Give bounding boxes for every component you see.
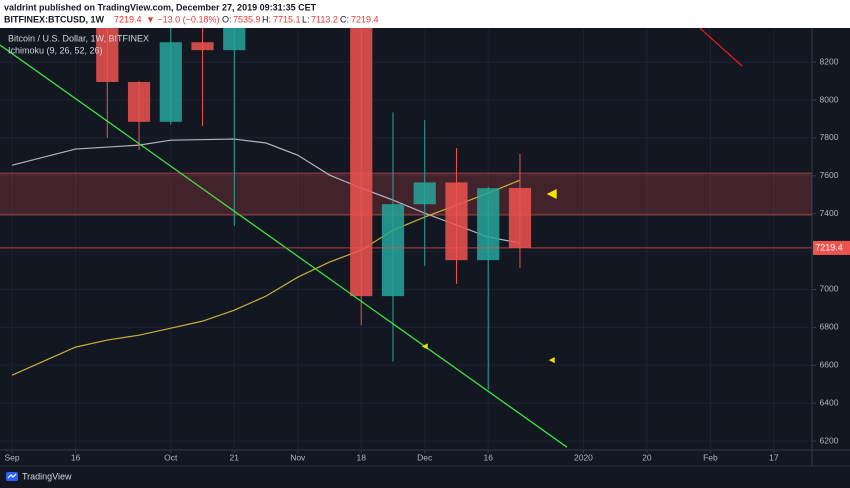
low-value: 7113.2 <box>311 14 338 24</box>
zone <box>0 173 812 216</box>
candle-body <box>159 42 182 122</box>
x-tick-label: 2020 <box>574 452 593 462</box>
y-tick-label: 8200 <box>820 56 839 66</box>
close-value: 7219.4 <box>351 14 379 24</box>
y-tick-label: 7400 <box>820 208 839 218</box>
y-tick-label: 7600 <box>820 170 839 180</box>
y-tick-label: 6200 <box>820 435 839 445</box>
candle-body <box>191 42 214 51</box>
candle-body <box>127 82 151 122</box>
indicator-line <box>11 179 521 376</box>
tv-logo <box>6 472 18 481</box>
change: ▼ −13.0 (−0.18%) <box>146 14 219 24</box>
high-value: 7715.1 <box>273 14 301 24</box>
last-price: 7219.4 <box>114 14 142 24</box>
header-bar <box>0 0 850 28</box>
trendline <box>699 28 743 67</box>
marker <box>421 343 428 350</box>
y-tick-label: 6600 <box>820 360 839 370</box>
price-label-box <box>813 240 850 255</box>
footer-brand: TradingView <box>22 471 72 481</box>
symbol: BITFINEX:BTCUSD, 1W <box>4 14 105 24</box>
x-tick-label: 17 <box>769 452 779 462</box>
y-tick-label: 6800 <box>820 322 839 332</box>
candle-body <box>381 204 405 297</box>
grid <box>0 28 812 450</box>
close-label: C: <box>340 14 349 24</box>
chart-title: Bitcoin / U.S. Dollar, 1W, BITFINEX <box>8 33 149 43</box>
trendline <box>0 44 568 448</box>
open-label: O: <box>222 14 232 24</box>
open-value: 7535.9 <box>233 14 261 24</box>
candle-body <box>350 28 373 297</box>
y-tick-label: 6400 <box>820 397 839 407</box>
candle-body <box>445 182 468 261</box>
indicator-label: Ichimoku (9, 26, 52, 26) <box>8 45 103 55</box>
x-tick-label: Feb <box>703 452 718 462</box>
candle-body <box>96 28 119 83</box>
marker <box>548 357 555 364</box>
candle-body <box>413 182 436 205</box>
author-line: valdrint published on TradingView.com, D… <box>4 2 317 12</box>
low-label: L: <box>302 14 310 24</box>
x-tick-label: 16 <box>71 452 81 462</box>
y-tick-label: 7800 <box>820 132 839 142</box>
axes: 6200640066006800700072007400760078008000… <box>5 56 850 462</box>
marker <box>546 188 557 199</box>
x-tick-label: Dec <box>417 452 433 462</box>
candle-body <box>477 188 500 261</box>
x-tick-label: 16 <box>483 452 493 462</box>
candle-body <box>223 28 246 51</box>
x-tick-label: 20 <box>642 452 652 462</box>
x-tick-label: 21 <box>230 452 240 462</box>
price-label: 7219.4 <box>815 242 843 252</box>
x-tick-label: Sep <box>5 452 20 462</box>
x-tick-label: Oct <box>164 452 178 462</box>
y-tick-label: 7000 <box>820 284 839 294</box>
y-tick-label: 8000 <box>820 94 839 104</box>
x-tick-label: 18 <box>357 452 367 462</box>
plot <box>0 28 812 448</box>
x-tick-label: Nov <box>290 452 306 462</box>
high-label: H: <box>262 14 271 24</box>
candle-body <box>508 187 532 248</box>
